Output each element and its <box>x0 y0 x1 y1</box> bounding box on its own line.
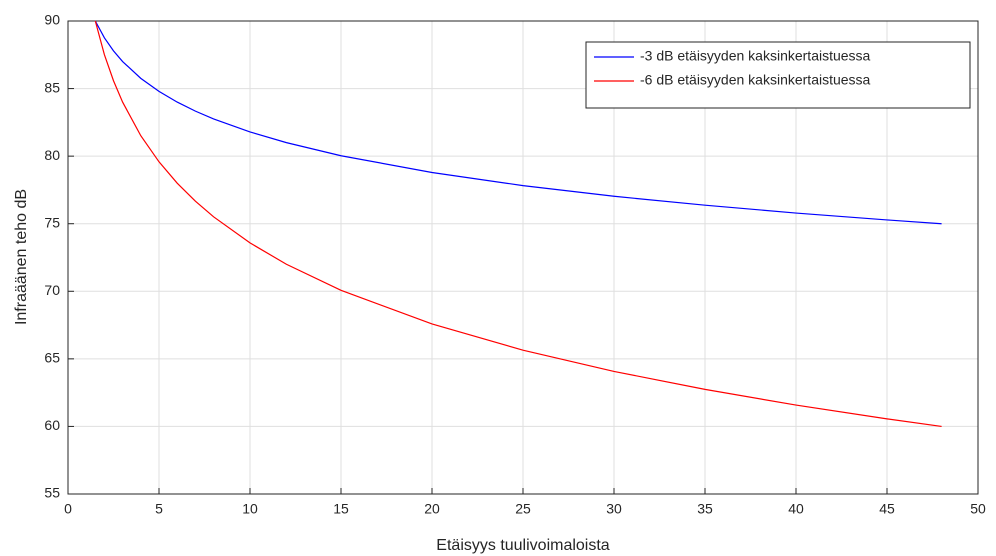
x-tick-label: 35 <box>697 501 713 517</box>
y-tick-label: 60 <box>44 417 60 433</box>
line-series <box>94 20 942 428</box>
legend-label: -6 dB etäisyyden kaksinkertaistuessa <box>640 72 871 88</box>
y-tick-label: 65 <box>44 350 60 366</box>
line-series <box>94 20 942 225</box>
y-tick-label: 90 <box>44 12 60 28</box>
x-tick-label: 10 <box>242 501 258 517</box>
y-tick-label: 70 <box>44 282 60 298</box>
x-tick-label: 5 <box>155 501 163 517</box>
x-axis-label: Etäisyys tuulivoimaloista <box>436 537 610 554</box>
x-tick-label: 20 <box>424 501 440 517</box>
y-tick-label: 80 <box>44 147 60 163</box>
plot-frame <box>67 20 979 495</box>
y-tick-label: 75 <box>44 214 60 230</box>
x-tick-label: 50 <box>970 501 986 517</box>
y-axis-label: Infraäänen teho dB <box>13 189 30 325</box>
x-tick-label: 0 <box>64 501 72 517</box>
x-tick-label: 30 <box>606 501 622 517</box>
x-tick-label: 40 <box>788 501 804 517</box>
x-tick-label: 25 <box>515 501 531 517</box>
legend-box <box>585 41 971 109</box>
x-tick-label: 45 <box>879 501 895 517</box>
y-tick-label: 55 <box>44 485 60 501</box>
y-tick-label: 85 <box>44 79 60 95</box>
x-tick-label: 15 <box>333 501 349 517</box>
legend-label: -3 dB etäisyyden kaksinkertaistuessa <box>640 48 871 64</box>
